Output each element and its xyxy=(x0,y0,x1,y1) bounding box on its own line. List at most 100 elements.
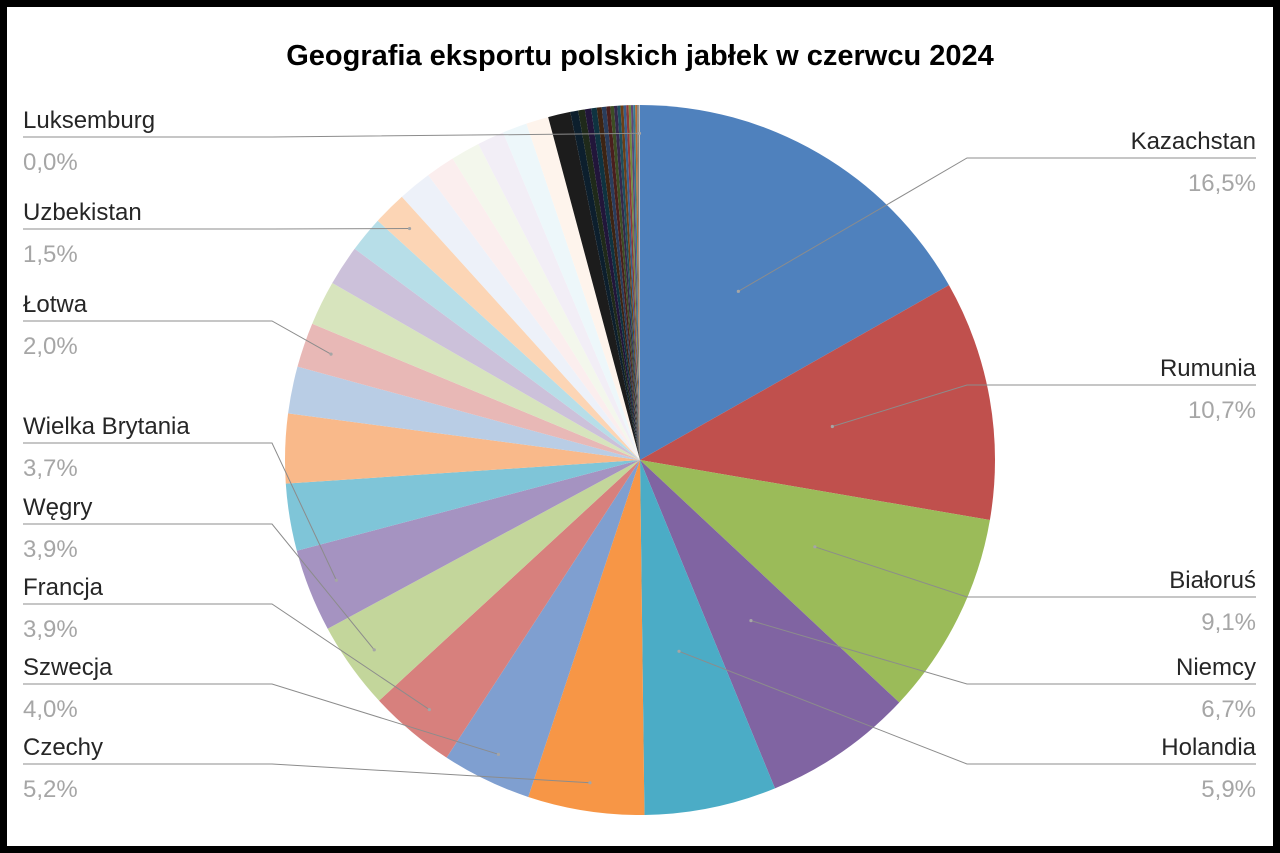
pie-slice-30 xyxy=(596,107,640,461)
label-value-10: 3,7% xyxy=(23,455,78,482)
pie-slice-27 xyxy=(578,109,640,460)
leader-line-5 xyxy=(678,650,1256,765)
leader-dot-12 xyxy=(407,226,412,231)
leader-line-1 xyxy=(738,157,1256,292)
pie-slice-21 xyxy=(452,143,640,460)
pie-slice-38 xyxy=(626,105,640,460)
pie-slice-41 xyxy=(633,105,640,461)
leader-line-3 xyxy=(814,546,1256,598)
leader-line-9 xyxy=(23,523,375,651)
pie-slice-43 xyxy=(637,105,640,460)
pie-slice-20 xyxy=(428,158,640,460)
label-value-5: 5,9% xyxy=(1201,776,1256,803)
pie-slice-22 xyxy=(478,132,640,460)
pie-slice-13 xyxy=(288,366,640,460)
pie-slice-32 xyxy=(606,106,640,461)
label-value-9: 3,9% xyxy=(23,536,78,563)
pie-slice-33 xyxy=(610,105,640,460)
pie-slice-15 xyxy=(312,282,640,460)
pie-slice-35 xyxy=(617,105,640,460)
pie-slice-14 xyxy=(297,323,640,460)
pie-slice-6 xyxy=(528,460,645,815)
pie-slice-34 xyxy=(613,105,640,461)
pie-slice-2 xyxy=(640,285,995,520)
label-value-11: 2,0% xyxy=(23,333,78,360)
pie-slice-26 xyxy=(570,110,640,461)
pie-slice-1 xyxy=(640,105,949,460)
label-value-13: 0,0% xyxy=(23,149,78,176)
pie-slice-18 xyxy=(377,196,640,461)
pie-slice-8 xyxy=(379,460,640,758)
label-name-9: Węgry xyxy=(23,494,92,521)
leader-line-8 xyxy=(23,603,430,711)
label-name-1: Kazachstan xyxy=(1131,128,1256,155)
leader-dot-9 xyxy=(372,648,376,652)
label-value-7: 4,0% xyxy=(23,696,78,723)
label-name-13: Luksemburg xyxy=(23,107,155,134)
label-value-1: 16,5% xyxy=(1188,170,1256,197)
pie-slice-12 xyxy=(284,413,640,484)
pie-chart: Geografia eksportu polskich jabłek w cze… xyxy=(23,40,1257,815)
pie-slice-9 xyxy=(327,460,640,701)
leader-lines xyxy=(23,131,1256,785)
label-name-10: Wielka Brytania xyxy=(23,413,190,440)
label-name-2: Rumunia xyxy=(1160,355,1257,382)
pie-slice-24 xyxy=(526,117,640,460)
leader-dot-7 xyxy=(496,752,501,756)
pie-slice-37 xyxy=(623,105,640,460)
leader-dot-6 xyxy=(588,781,592,785)
leader-line-11 xyxy=(23,320,332,355)
leader-dot-13 xyxy=(637,131,642,136)
leader-dot-10 xyxy=(334,578,338,582)
label-name-5: Holandia xyxy=(1161,734,1256,761)
leader-dot-11 xyxy=(329,352,333,356)
label-name-12: Uzbekistan xyxy=(23,199,142,226)
pie-slice-42 xyxy=(635,105,640,461)
label-value-2: 10,7% xyxy=(1188,397,1256,424)
leader-dot-2 xyxy=(830,424,834,429)
label-value-6: 5,2% xyxy=(23,776,78,803)
pie-slice-44 xyxy=(638,105,640,460)
pie-slice-25 xyxy=(548,111,640,460)
leader-line-13 xyxy=(23,132,640,138)
leader-dot-5 xyxy=(677,649,681,653)
label-name-7: Szwecja xyxy=(23,654,113,681)
pie-slice-36 xyxy=(620,105,640,460)
pie-slice-10 xyxy=(296,460,640,629)
leader-line-7 xyxy=(23,683,499,755)
pie-slice-31 xyxy=(601,106,640,461)
pie-slice-28 xyxy=(584,108,640,461)
data-labels: Kazachstan 16,5% Rumunia 10,7% Białoruś 9,1% N… xyxy=(23,107,1257,803)
pie-slice-19 xyxy=(401,175,640,461)
pie-slice-23 xyxy=(503,123,640,461)
pie-slice-17 xyxy=(354,220,640,460)
pie-slice-11 xyxy=(285,460,640,551)
pie-slice-40 xyxy=(630,105,640,460)
leader-line-10 xyxy=(23,442,337,581)
pie-slices xyxy=(284,105,995,815)
pie-slice-4 xyxy=(640,460,900,789)
leader-line-4 xyxy=(750,620,1256,685)
pie-slice-16 xyxy=(332,248,640,460)
label-value-12: 1,5% xyxy=(23,241,78,268)
label-value-8: 3,9% xyxy=(23,616,78,643)
label-name-4: Niemcy xyxy=(1176,654,1256,681)
chart-title: Geografia eksportu polskich jabłek w cze… xyxy=(286,40,994,72)
leader-line-6 xyxy=(23,763,590,784)
pie-slice-29 xyxy=(591,107,640,460)
pie-slice-3 xyxy=(640,460,990,703)
chart-frame: Geografia eksportu polskich jabłek w cze… xyxy=(7,7,1273,846)
label-name-11: Łotwa xyxy=(23,291,88,318)
leader-dot-8 xyxy=(427,707,431,712)
leader-dot-3 xyxy=(813,545,817,549)
label-name-8: Francja xyxy=(23,574,104,601)
leader-dot-4 xyxy=(749,619,753,623)
pie-slice-39 xyxy=(628,105,640,461)
leader-line-2 xyxy=(832,384,1256,427)
label-name-6: Czechy xyxy=(23,734,103,761)
leader-dot-1 xyxy=(736,289,740,293)
pie-slice-5 xyxy=(640,460,775,815)
label-value-3: 9,1% xyxy=(1201,609,1256,636)
label-value-4: 6,7% xyxy=(1201,696,1256,723)
pie-slice-7 xyxy=(446,460,640,797)
